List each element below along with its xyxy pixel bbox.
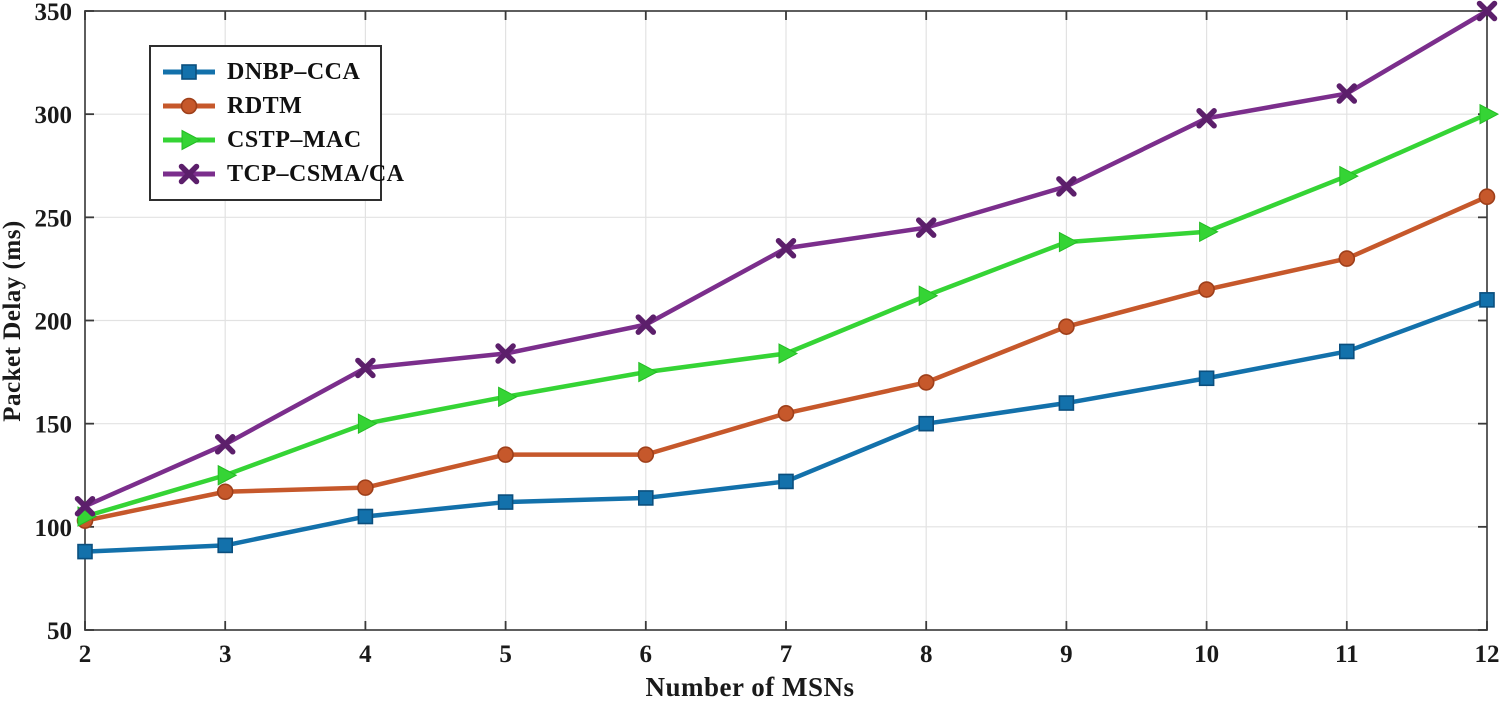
legend-label: RDTM — [227, 92, 303, 119]
legend-sample-triangle-right-icon — [163, 129, 215, 151]
legend-item: TCP–CSMA/CA — [161, 157, 404, 191]
legend-item: RDTM — [161, 89, 380, 123]
legend-label: TCP–CSMA/CA — [227, 160, 405, 187]
y-tick-label: 200 — [35, 309, 73, 336]
marker-triangle-right — [918, 285, 939, 307]
marker-square — [217, 537, 233, 554]
x-tick-label: 4 — [359, 641, 372, 668]
marker-x — [214, 434, 236, 455]
marker-x — [355, 357, 376, 379]
marker-x — [775, 238, 797, 259]
x-tick-label: 6 — [640, 641, 653, 668]
marker-square — [181, 64, 197, 80]
marker-x — [1056, 176, 1077, 197]
x-tick-label: 10 — [1194, 641, 1219, 668]
legend-item: DNBP–CCA — [161, 55, 380, 89]
marker-square — [77, 543, 93, 560]
marker-x — [1476, 0, 1498, 22]
marker-triangle-right — [1339, 165, 1359, 187]
marker-circle — [180, 97, 198, 115]
x-tick-label: 7 — [780, 641, 793, 668]
marker-square — [1198, 370, 1215, 387]
x-tick-label: 2 — [79, 641, 92, 668]
marker-circle — [777, 405, 795, 422]
series-cstp-mac — [77, 103, 1500, 527]
x-tick-label: 3 — [219, 641, 232, 668]
y-tick-label: 350 — [35, 0, 73, 26]
x-tick-label: 9 — [1060, 641, 1073, 668]
marker-x — [915, 217, 937, 238]
marker-x — [635, 314, 657, 335]
marker-triangle-right — [1058, 231, 1079, 253]
series-dnbp-cca — [77, 292, 1495, 560]
marker-circle — [917, 374, 935, 391]
marker-triangle-right — [1199, 221, 1219, 243]
legend-sample-square-icon — [163, 64, 215, 80]
series-rdtm — [76, 188, 1496, 529]
marker-x — [74, 495, 96, 517]
y-tick-label: 300 — [35, 102, 73, 129]
x-tick-label: 12 — [1475, 641, 1500, 668]
marker-x — [495, 343, 516, 364]
marker-circle — [1058, 318, 1075, 335]
marker-triangle-right — [638, 361, 658, 383]
marker-square — [778, 473, 794, 490]
x-tick-label: 8 — [920, 641, 933, 668]
marker-circle — [1478, 188, 1496, 205]
marker-circle — [1198, 281, 1215, 298]
marker-square — [1339, 343, 1355, 360]
marker-circle — [497, 446, 514, 463]
y-axis-title: Packet Delay (ms) — [0, 220, 26, 422]
marker-circle — [357, 479, 374, 496]
legend-sample-circle-icon — [163, 97, 215, 115]
marker-square — [637, 490, 654, 506]
marker-triangle-right — [778, 343, 799, 364]
legend-label: CSTP–MAC — [227, 126, 362, 153]
legend-label: DNBP–CCA — [227, 58, 361, 85]
x-tick-label: 5 — [499, 641, 512, 668]
marker-square — [918, 415, 935, 432]
marker-circle — [216, 483, 234, 501]
series-tcp-csma-ca — [74, 0, 1498, 517]
marker-triangle-right — [1479, 103, 1500, 125]
y-tick-label: 100 — [35, 515, 73, 542]
x-axis-title: Number of MSNs — [645, 672, 855, 702]
marker-x — [1336, 83, 1358, 104]
marker-x — [1196, 108, 1217, 129]
legend-sample-x-icon — [163, 163, 215, 185]
marker-triangle-right — [357, 413, 378, 434]
marker-square — [1479, 292, 1495, 308]
y-tick-label: 250 — [35, 205, 73, 232]
marker-triangle-right — [181, 129, 202, 151]
marker-square — [357, 508, 374, 525]
x-tick-label: 11 — [1335, 641, 1359, 668]
marker-triangle-right — [498, 386, 518, 408]
y-tick-label: 50 — [47, 618, 72, 645]
y-tick-label: 150 — [35, 412, 73, 439]
marker-circle — [1338, 250, 1356, 267]
marker-square — [1058, 395, 1075, 411]
marker-square — [497, 494, 514, 510]
legend-item: CSTP–MAC — [161, 123, 380, 157]
marker-circle — [637, 446, 655, 463]
legend: DNBP–CCA RDTM CSTP–MAC TCP–CSMA/CA — [149, 45, 404, 201]
marker-x — [178, 163, 200, 185]
marker-triangle-right — [217, 464, 238, 486]
